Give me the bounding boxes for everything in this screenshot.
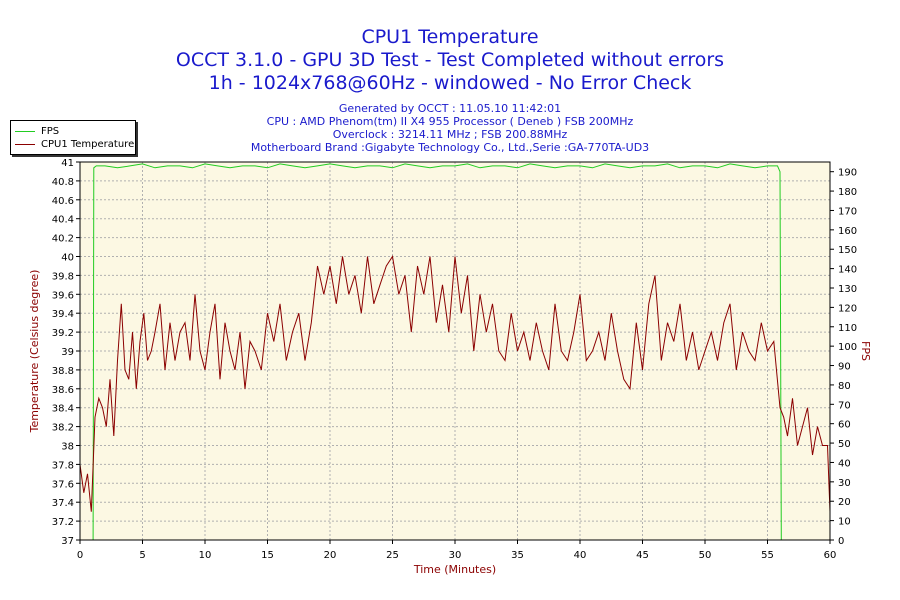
meta-motherboard: Motherboard Brand :Gigabyte Technology C… bbox=[250, 141, 650, 154]
y2-tick-label: 0 bbox=[838, 536, 844, 547]
y-tick-label: 40.4 bbox=[52, 215, 74, 226]
y2-tick-label: 170 bbox=[838, 206, 857, 217]
x-tick-label: 10 bbox=[199, 550, 212, 561]
y2-tick-label: 90 bbox=[838, 362, 851, 373]
y2-tick-label: 190 bbox=[838, 168, 857, 179]
y2-tick-label: 150 bbox=[838, 245, 857, 256]
chart-title-block: CPU1 Temperature OCCT 3.1.0 - GPU 3D Tes… bbox=[0, 26, 900, 95]
y-tick-label: 39.6 bbox=[52, 290, 74, 301]
x-tick-label: 20 bbox=[324, 550, 337, 561]
y2-tick-label: 10 bbox=[838, 517, 851, 528]
x-tick-label: 50 bbox=[699, 550, 712, 561]
y-tick-label: 41 bbox=[61, 158, 74, 169]
y2-tick-label: 50 bbox=[838, 439, 851, 450]
legend-label-fps: FPS bbox=[41, 125, 60, 137]
y-axis-label: Temperature (Celsius degree) bbox=[28, 270, 41, 434]
y-tick-label: 39.8 bbox=[52, 271, 74, 282]
y-tick-label: 37.8 bbox=[52, 460, 74, 471]
y2-tick-label: 70 bbox=[838, 400, 851, 411]
y2-tick-label: 40 bbox=[838, 458, 851, 469]
fps-line bbox=[80, 163, 830, 541]
legend-swatch-fps bbox=[15, 130, 35, 132]
y2-tick-label: 110 bbox=[838, 323, 857, 334]
legend-item-fps: FPS bbox=[15, 125, 59, 137]
chart-subtitle-mode: 1h - 1024x768@60Hz - windowed - No Error… bbox=[208, 72, 692, 94]
x-tick-label: 40 bbox=[574, 550, 587, 561]
x-tick-label: 0 bbox=[77, 550, 83, 561]
y-tick-label: 40 bbox=[61, 253, 74, 264]
y-tick-label: 39 bbox=[61, 347, 74, 358]
x-axis-label: Time (Minutes) bbox=[413, 563, 496, 576]
y-tick-label: 40.2 bbox=[52, 234, 74, 245]
y2-tick-label: 80 bbox=[838, 381, 851, 392]
legend-label-temperature: CPU1 Temperature bbox=[41, 138, 135, 150]
x-tick-label: 55 bbox=[761, 550, 774, 561]
temperature-line bbox=[79, 255, 831, 512]
meta-cpu: CPU : AMD Phenom(tm) II X4 955 Processor… bbox=[266, 115, 634, 128]
chart-metadata: Generated by OCCT : 11.05.10 11:42:01 CP… bbox=[0, 102, 900, 154]
y-tick-label: 37.4 bbox=[52, 498, 74, 509]
x-tick-label: 25 bbox=[386, 550, 399, 561]
y2-tick-label: 160 bbox=[838, 226, 857, 237]
y2-tick-label: 120 bbox=[838, 303, 857, 314]
y2-tick-label: 30 bbox=[838, 478, 851, 489]
x-tick-label: 5 bbox=[139, 550, 145, 561]
chart-subtitle-test: OCCT 3.1.0 - GPU 3D Test - Test Complete… bbox=[175, 49, 725, 71]
y2-tick-label: 180 bbox=[838, 187, 857, 198]
y2-tick-label: 60 bbox=[838, 420, 851, 431]
x-tick-label: 15 bbox=[261, 550, 274, 561]
y-tick-label: 37.2 bbox=[52, 517, 74, 528]
y-tick-label: 38.6 bbox=[52, 385, 74, 396]
y-tick-label: 39.4 bbox=[52, 309, 74, 320]
y2-tick-label: 100 bbox=[838, 342, 857, 353]
meta-overclock: Overclock : 3214.11 MHz ; FSB 200.88MHz bbox=[332, 128, 568, 141]
legend-swatch-temperature bbox=[15, 143, 35, 145]
y2-tick-label: 130 bbox=[838, 284, 857, 295]
plot-frame bbox=[79, 161, 831, 541]
y-tick-label: 38.4 bbox=[52, 404, 74, 415]
y2-tick-label: 140 bbox=[838, 265, 857, 276]
x-tick-label: 30 bbox=[449, 550, 462, 561]
y2-tick-label: 20 bbox=[838, 497, 851, 508]
y-tick-label: 37.6 bbox=[52, 479, 74, 490]
chart-title: CPU1 Temperature bbox=[361, 26, 539, 48]
y-tick-label: 37 bbox=[61, 536, 74, 547]
x-tick-label: 60 bbox=[824, 550, 837, 561]
y-tick-label: 39.2 bbox=[52, 328, 74, 339]
y-tick-label: 40.6 bbox=[52, 196, 74, 207]
legend-item-temperature: CPU1 Temperature bbox=[15, 138, 134, 150]
legend: FPS CPU1 Temperature bbox=[10, 120, 136, 155]
y-tick-label: 38 bbox=[61, 442, 74, 453]
meta-generated: Generated by OCCT : 11.05.10 11:42:01 bbox=[338, 102, 562, 115]
x-tick-label: 35 bbox=[511, 550, 524, 561]
y-tick-label: 38.2 bbox=[52, 423, 74, 434]
x-tick-label: 45 bbox=[636, 550, 649, 561]
y-tick-label: 40.8 bbox=[52, 177, 74, 188]
y2-axis-label: FPS bbox=[859, 341, 872, 361]
y-tick-label: 38.8 bbox=[52, 366, 74, 377]
